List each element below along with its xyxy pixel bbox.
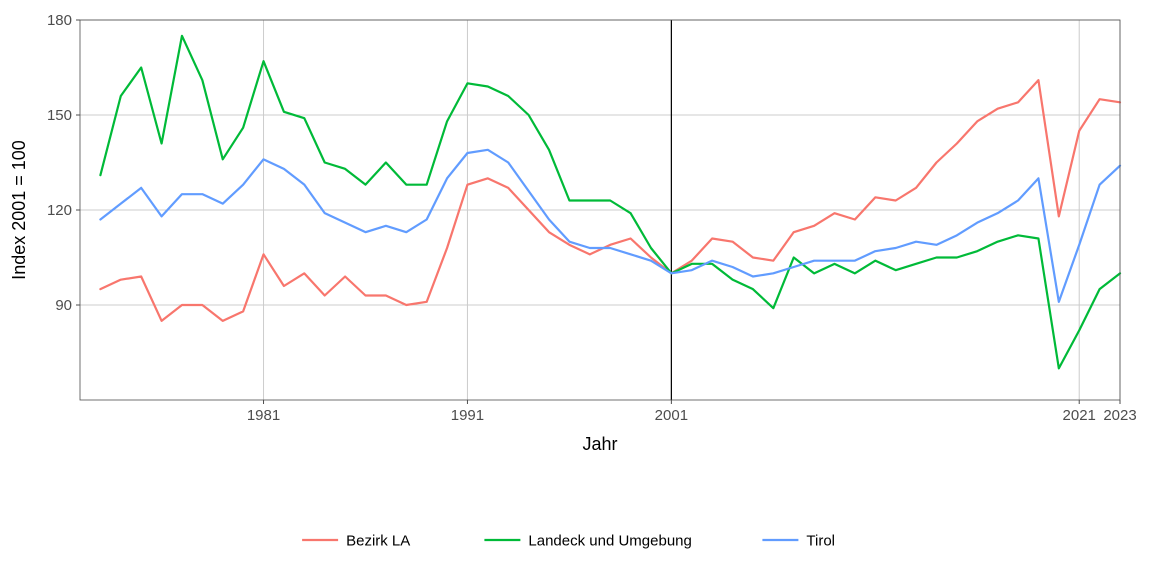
y-tick-label: 180 — [47, 12, 72, 29]
legend-item-2: Tirol — [762, 532, 835, 549]
y-axis-title: Index 2001 = 100 — [9, 140, 29, 280]
x-tick-label: 2021 — [1063, 407, 1096, 424]
legend-item-0: Bezirk LA — [302, 532, 410, 549]
y-tick-label: 150 — [47, 107, 72, 124]
chart-svg: 1981 1991 2001 2021 2023 90 120 150 180 Jahr Index… — [0, 0, 1152, 576]
x-axis-title: Jahr — [582, 434, 617, 454]
x-tick-label: 1991 — [451, 407, 484, 424]
x-tick-label: 1981 — [247, 407, 280, 424]
legend-label: Landeck und Umgebung — [528, 532, 691, 549]
legend-item-1: Landeck und Umgebung — [484, 532, 691, 549]
x-tick-label: 2023 — [1103, 407, 1136, 424]
y-tick-label: 120 — [47, 202, 72, 219]
line-chart: 1981 1991 2001 2021 2023 90 120 150 180 Jahr Index… — [0, 0, 1152, 576]
x-tick-label: 2001 — [655, 407, 688, 424]
legend-label: Tirol — [806, 532, 835, 549]
legend-label: Bezirk LA — [346, 532, 410, 549]
y-tick-label: 90 — [55, 297, 72, 314]
